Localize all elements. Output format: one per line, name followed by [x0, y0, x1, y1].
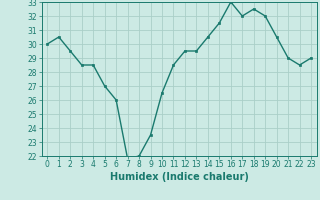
- X-axis label: Humidex (Indice chaleur): Humidex (Indice chaleur): [110, 172, 249, 182]
